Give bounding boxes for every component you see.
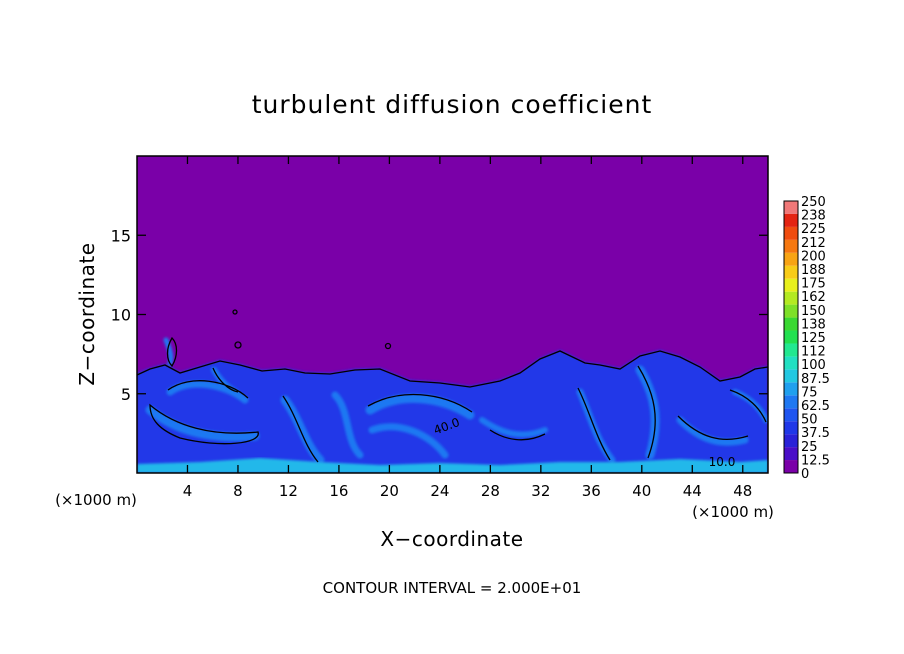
x-tick-label: 40 (632, 482, 651, 500)
colorbar-swatch (784, 408, 798, 422)
colorbar-swatch (784, 278, 798, 292)
x-axis: 4 8 12 16 20 24 28 32 36 40 44 48 (183, 156, 752, 500)
colorbar-swatch (784, 343, 798, 357)
colorbar-swatch (784, 395, 798, 409)
colorbar-label: 87.5 (801, 372, 830, 387)
y-axis: 5 10 15 (111, 226, 768, 404)
colorbar-swatch (784, 239, 798, 253)
colorbar-label: 238 (801, 209, 826, 224)
colorbar-label: 175 (801, 277, 826, 292)
colorbar-label: 62.5 (801, 399, 830, 414)
colorbar-swatch (784, 460, 798, 473)
surface-layer-region (137, 458, 768, 473)
colorbar-label: 162 (801, 290, 826, 305)
colorbar-swatch (784, 226, 798, 240)
colorbar-swatch (784, 330, 798, 344)
x-tick-label: 4 (183, 482, 193, 500)
colorbar-label: 150 (801, 304, 826, 319)
colorbar-label: 250 (801, 195, 826, 210)
colorbar-frame (783, 200, 799, 474)
colorbar-label: 212 (801, 236, 826, 251)
colorbar-swatch (784, 304, 798, 318)
colorbar-swatch (784, 291, 798, 305)
colorbar-label: 0 (801, 467, 809, 482)
x-unit-right: (×1000 m) (692, 503, 774, 521)
x-tick-label: 20 (380, 482, 399, 500)
colorbar-swatch (784, 265, 798, 279)
colorbar-label: 12.5 (801, 453, 830, 468)
colorbar-swatch (784, 421, 798, 435)
boundary-layer-region (137, 350, 768, 473)
colorbar-swatch (784, 213, 798, 227)
x-tick-label: 48 (733, 482, 752, 500)
x-tick-label: 12 (279, 482, 298, 500)
colorbar-swatch (784, 382, 798, 396)
x-tick-label: 32 (531, 482, 550, 500)
colorbar-label: 100 (801, 358, 826, 373)
colorbar-swatch (784, 201, 798, 214)
x-unit-left: (×1000 m) (55, 491, 137, 509)
colorbar-label: 200 (801, 249, 826, 264)
colorbar-label: 75 (801, 385, 818, 400)
plot-area: 40.0 10.0 (137, 156, 768, 473)
colorbar-swatch (784, 369, 798, 383)
y-tick-label: 15 (111, 226, 131, 245)
x-tick-label: 44 (683, 482, 702, 500)
colorbar-swatch (784, 356, 798, 370)
colorbar: 012.52537.55062.57587.510011212513815016… (783, 195, 830, 482)
y-tick-label: 10 (111, 306, 131, 325)
colorbar-label: 138 (801, 317, 826, 332)
colorbar-label: 25 (801, 440, 818, 455)
x-tick-label: 28 (481, 482, 500, 500)
x-axis-label: X−coordinate (380, 527, 523, 551)
x-tick-label: 8 (233, 482, 243, 500)
colorbar-label: 37.5 (801, 426, 830, 441)
colorbar-label: 125 (801, 331, 826, 346)
y-tick-label: 5 (121, 385, 131, 404)
contour-label-10: 10.0 (709, 455, 736, 469)
colorbar-swatch (784, 317, 798, 331)
x-tick-label: 36 (582, 482, 601, 500)
colorbar-swatch (784, 434, 798, 448)
colorbar-label: 225 (801, 222, 826, 237)
colorbar-label: 188 (801, 263, 826, 278)
contour-lines (137, 309, 768, 463)
colorbar-label: 112 (801, 345, 826, 360)
colorbar-swatch (784, 252, 798, 266)
x-tick-label: 24 (430, 482, 449, 500)
x-tick-label: 16 (329, 482, 348, 500)
colorbar-swatch (784, 447, 798, 461)
chart-title: turbulent diffusion coefficient (252, 90, 653, 119)
colorbar-label: 50 (801, 413, 818, 428)
y-axis-label: Z−coordinate (75, 242, 99, 385)
contour-interval-note: CONTOUR INTERVAL = 2.000E+01 (323, 579, 582, 597)
